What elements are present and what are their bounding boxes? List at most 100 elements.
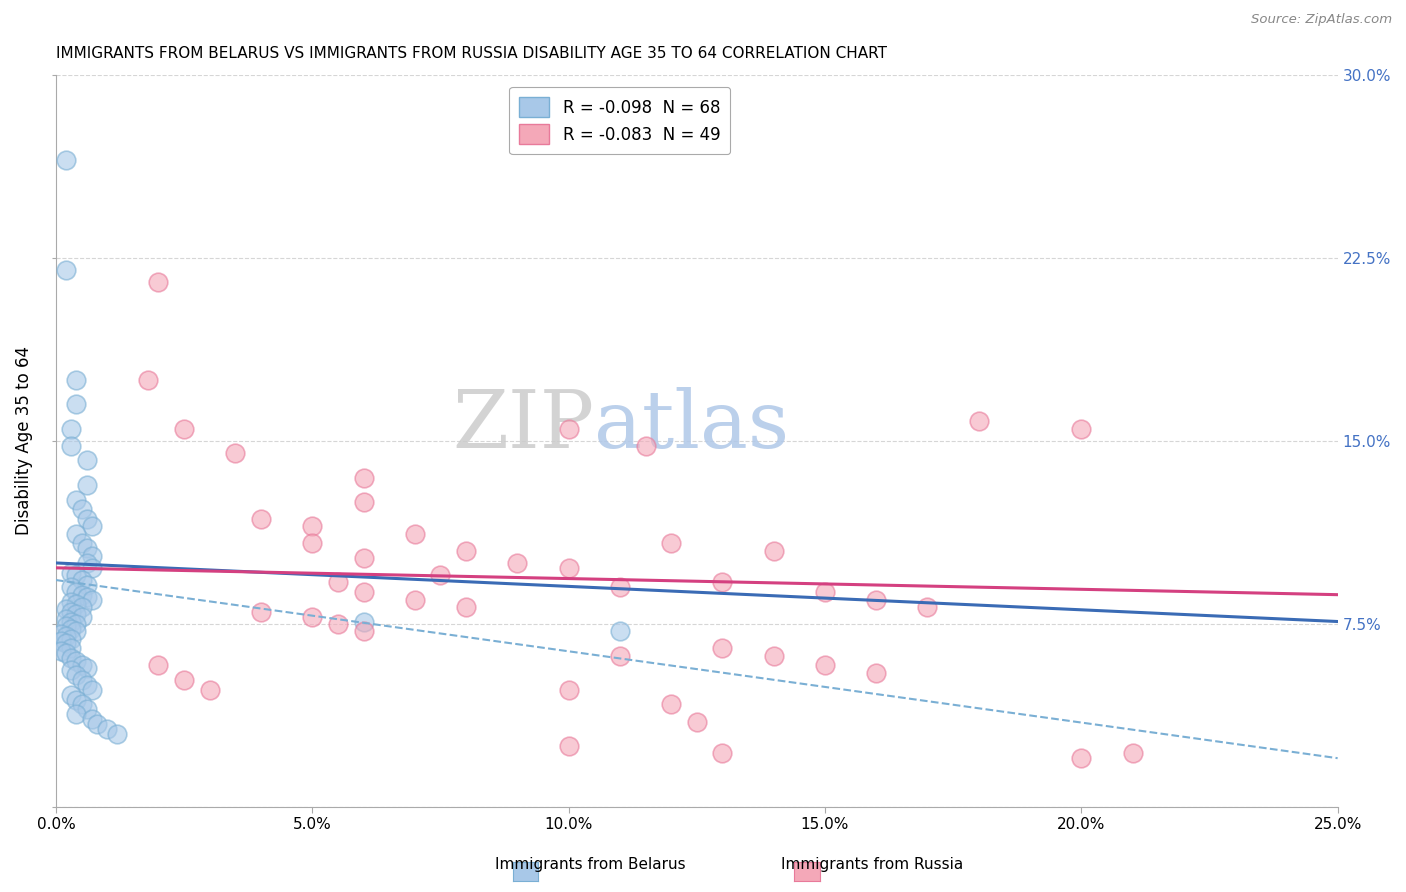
Legend: R = -0.098  N = 68, R = -0.083  N = 49: R = -0.098 N = 68, R = -0.083 N = 49 (509, 87, 730, 154)
Point (65, 707, 87, 722)
Point (404, 592, 426, 607)
Point (60, 439, 83, 453)
Point (76, 590, 98, 604)
Point (55, 629, 77, 643)
Point (70, 609, 93, 624)
Point (301, 536, 323, 550)
Point (762, 543, 785, 558)
Point (557, 739, 579, 753)
Point (76, 556, 98, 570)
Point (55, 263, 77, 277)
Point (353, 585, 375, 599)
Point (80, 519, 103, 533)
Point (65, 668, 87, 682)
Point (60, 651, 83, 665)
Point (86, 717, 108, 731)
Text: Source: ZipAtlas.com: Source: ZipAtlas.com (1251, 13, 1392, 27)
Point (65, 624, 87, 639)
Point (557, 422, 579, 436)
Point (60, 566, 83, 580)
Point (76, 478, 98, 492)
Point (76, 678, 98, 692)
Point (1070, 422, 1092, 436)
Point (865, 592, 887, 607)
Point (70, 658, 93, 673)
Point (814, 658, 837, 673)
Point (250, 605, 273, 619)
Point (70, 588, 93, 602)
Point (353, 495, 375, 509)
Point (60, 605, 83, 619)
Point (65, 373, 87, 387)
Point (762, 648, 785, 663)
Point (686, 714, 709, 729)
Point (326, 617, 349, 632)
Point (1070, 751, 1092, 765)
Point (70, 698, 93, 712)
Point (80, 682, 103, 697)
Text: IMMIGRANTS FROM BELARUS VS IMMIGRANTS FROM RUSSIA DISABILITY AGE 35 TO 64 CORREL: IMMIGRANTS FROM BELARUS VS IMMIGRANTS FR… (56, 46, 887, 62)
Point (76, 453, 98, 467)
Point (198, 682, 221, 697)
Point (506, 556, 529, 570)
Point (55, 153, 77, 168)
Point (60, 595, 83, 609)
Point (429, 568, 451, 582)
Text: Immigrants from Belarus: Immigrants from Belarus (495, 857, 686, 872)
Point (454, 599, 477, 614)
Point (148, 658, 170, 673)
Point (557, 682, 579, 697)
Point (65, 526, 87, 541)
Point (353, 470, 375, 484)
Point (634, 439, 657, 453)
Point (353, 624, 375, 639)
Point (49, 644, 72, 658)
Text: atlas: atlas (595, 387, 789, 466)
Point (711, 747, 734, 761)
Point (60, 663, 83, 677)
Point (70, 502, 93, 516)
Point (60, 422, 83, 436)
Point (1122, 747, 1144, 761)
Point (353, 615, 375, 629)
Point (609, 648, 631, 663)
Point (326, 575, 349, 590)
Point (76, 578, 98, 592)
Point (80, 592, 103, 607)
Point (148, 275, 170, 289)
Point (454, 543, 477, 558)
Point (173, 422, 195, 436)
Text: ZIP: ZIP (453, 387, 595, 466)
Point (49, 626, 72, 640)
Point (55, 619, 77, 633)
Point (96, 722, 118, 736)
Point (80, 712, 103, 726)
Point (711, 641, 734, 656)
Point (70, 599, 93, 614)
Point (60, 622, 83, 636)
Point (250, 512, 273, 526)
Point (917, 599, 939, 614)
Point (65, 585, 87, 599)
Point (60, 615, 83, 629)
Point (814, 585, 837, 599)
Point (70, 536, 93, 550)
Point (65, 397, 87, 411)
Point (55, 636, 77, 650)
Text: Immigrants from Russia: Immigrants from Russia (780, 857, 963, 872)
Point (49, 634, 72, 648)
Point (55, 612, 77, 626)
Point (609, 580, 631, 594)
Point (609, 624, 631, 639)
Point (76, 661, 98, 675)
Point (65, 654, 87, 668)
Point (80, 561, 103, 575)
Point (60, 580, 83, 594)
Point (353, 551, 375, 566)
Point (173, 673, 195, 687)
Point (301, 519, 323, 533)
Point (65, 492, 87, 507)
Point (865, 665, 887, 680)
Point (70, 573, 93, 587)
Point (224, 446, 246, 460)
